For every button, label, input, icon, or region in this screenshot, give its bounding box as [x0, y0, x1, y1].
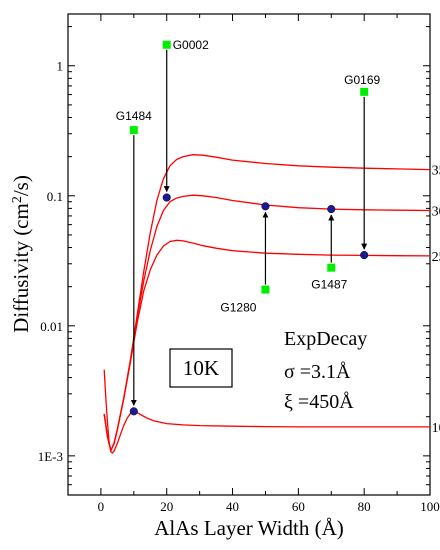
sample-labels: G1484 G0002 G1280 G1487 G0169	[116, 38, 381, 315]
fit-marker-G1280	[261, 202, 270, 211]
x-axis-title: AlAs Layer Width (Å)	[154, 516, 343, 540]
exp-marker-G0002	[162, 40, 171, 49]
x-tick-label: 0	[98, 499, 105, 514]
fitted-curves	[103, 154, 431, 454]
exp-marker-G1484	[129, 126, 138, 135]
x-tick-label: 20	[160, 499, 173, 514]
curve-10Å	[103, 369, 430, 454]
exp-marker-G1487	[327, 263, 336, 272]
x-tick-label: 40	[226, 499, 239, 514]
arrows	[130, 49, 368, 406]
curve-label: 10Å	[432, 420, 440, 436]
curve-35Å	[103, 154, 431, 452]
y-tick-label: 0.01	[40, 319, 63, 334]
exp-marker-G0169	[360, 87, 369, 96]
y-tick-label: 1E-3	[38, 449, 63, 464]
y-axis-title-main: Diffusivity (cm	[9, 203, 33, 333]
fit-marker-G1487	[327, 205, 336, 214]
experimental-points	[129, 40, 369, 294]
x-tick-label: 60	[292, 499, 305, 514]
x-axis-ticks: 0 20 40 60 80 100	[67, 14, 440, 514]
curve-label: 25Å	[432, 249, 440, 265]
exp-marker-G1280	[261, 285, 270, 294]
y-axis-title-end: /s)	[9, 175, 33, 196]
plot-frame	[67, 13, 431, 496]
x-tick-label: 100	[420, 499, 440, 514]
sample-label-G1280: G1280	[220, 301, 256, 315]
fit-marker-G0169	[360, 251, 369, 260]
y-tick-label: 0.1	[47, 189, 63, 204]
y-axis-title-sup: 2	[10, 196, 25, 203]
temperature-box-frame	[169, 348, 233, 388]
xi-annotation: ξ =450Å	[284, 391, 354, 413]
temperature-box: 10K	[169, 348, 233, 388]
y-tick-label: 1	[57, 59, 64, 74]
fit-marker-G0002	[162, 193, 171, 202]
sample-label-G1484: G1484	[116, 109, 152, 123]
sigma-annotation: σ =3.1Å	[284, 361, 351, 383]
curve-labels: 35Å 30Å 25Å 10Å	[432, 163, 440, 436]
sample-label-G0169: G0169	[344, 73, 380, 87]
fit-points	[129, 193, 369, 416]
temperature-label: 10K	[183, 356, 219, 380]
curve-25Å	[103, 239, 431, 452]
model-annotation: ExpDecay	[284, 328, 367, 350]
sample-label-G1487: G1487	[311, 278, 347, 292]
curve-label: 30Å	[432, 204, 440, 220]
sample-label-G0002: G0002	[173, 38, 209, 52]
y-axis-ticks: 1E-3 0.01 0.1 1	[38, 26, 430, 496]
curve-label: 35Å	[432, 163, 440, 179]
curve-30Å	[103, 194, 431, 452]
y-axis-title: Diffusivity (cm2/s)	[9, 175, 33, 333]
x-tick-label: 80	[358, 499, 371, 514]
fit-marker-G1484	[129, 407, 138, 416]
